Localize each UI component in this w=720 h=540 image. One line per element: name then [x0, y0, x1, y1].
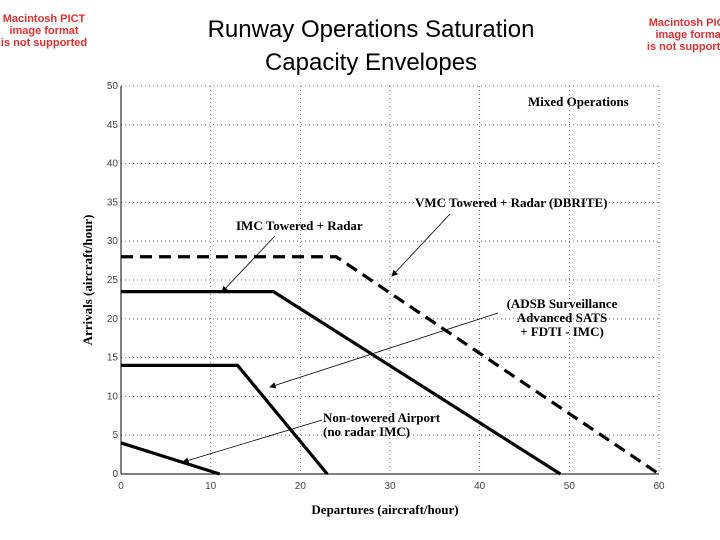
arrow [221, 235, 276, 293]
y-tick-label: 15 [107, 353, 119, 364]
y-tick-label: 20 [107, 314, 119, 325]
annotation: (ADSB Surveillance [507, 296, 618, 311]
y-axis-label: Arrivals (aircraft/hour) [80, 215, 95, 346]
arrow [391, 213, 451, 277]
x-tick-label: 40 [474, 481, 486, 492]
image-placeholder: Macintosh PICT [3, 13, 86, 25]
x-tick-label: 50 [564, 481, 576, 492]
annotation: IMC Towered + Radar [236, 218, 363, 233]
series-line [121, 363, 329, 476]
x-tick-label: 0 [118, 481, 124, 492]
annotation: (no radar IMC) [323, 424, 410, 439]
series-line [121, 290, 562, 476]
x-tick-label: 60 [653, 481, 665, 492]
series-line [120, 441, 221, 476]
image-placeholder: image format [9, 25, 78, 37]
arrow [182, 419, 323, 464]
image-placeholder: is not supported [647, 41, 720, 53]
x-tick-label: 30 [384, 481, 396, 492]
y-tick-label: 25 [107, 275, 119, 286]
y-tick-label: 45 [107, 120, 119, 131]
y-tick-label: 40 [107, 159, 119, 170]
series-line [121, 255, 660, 476]
y-tick-label: 30 [107, 236, 119, 247]
image-placeholder: Macintosh PICT [649, 17, 720, 29]
chart-title: Runway Operations Saturation [208, 16, 535, 43]
y-tick-label: 35 [107, 197, 119, 208]
annotation: Non-towered Airport [323, 410, 441, 425]
image-placeholder: image format [655, 29, 720, 41]
x-tick-label: 10 [205, 481, 217, 492]
x-tick-label: 20 [295, 481, 307, 492]
y-tick-label: 5 [112, 430, 118, 441]
annotation: Advanced SATS [517, 310, 607, 325]
y-tick-label: 10 [107, 391, 119, 402]
image-placeholder: is not supported [1, 37, 87, 49]
annotation: VMC Towered + Radar (DBRITE) [415, 195, 608, 210]
annotation: + FDTI - IMC) [520, 324, 604, 339]
chart-title: Capacity Envelopes [265, 49, 477, 76]
annotation: Mixed Operations [528, 94, 629, 109]
x-axis-label: Departures (aircraft/hour) [311, 502, 458, 517]
y-tick-label: 50 [107, 81, 119, 92]
arrow [269, 312, 499, 389]
y-tick-label: 0 [112, 469, 118, 480]
